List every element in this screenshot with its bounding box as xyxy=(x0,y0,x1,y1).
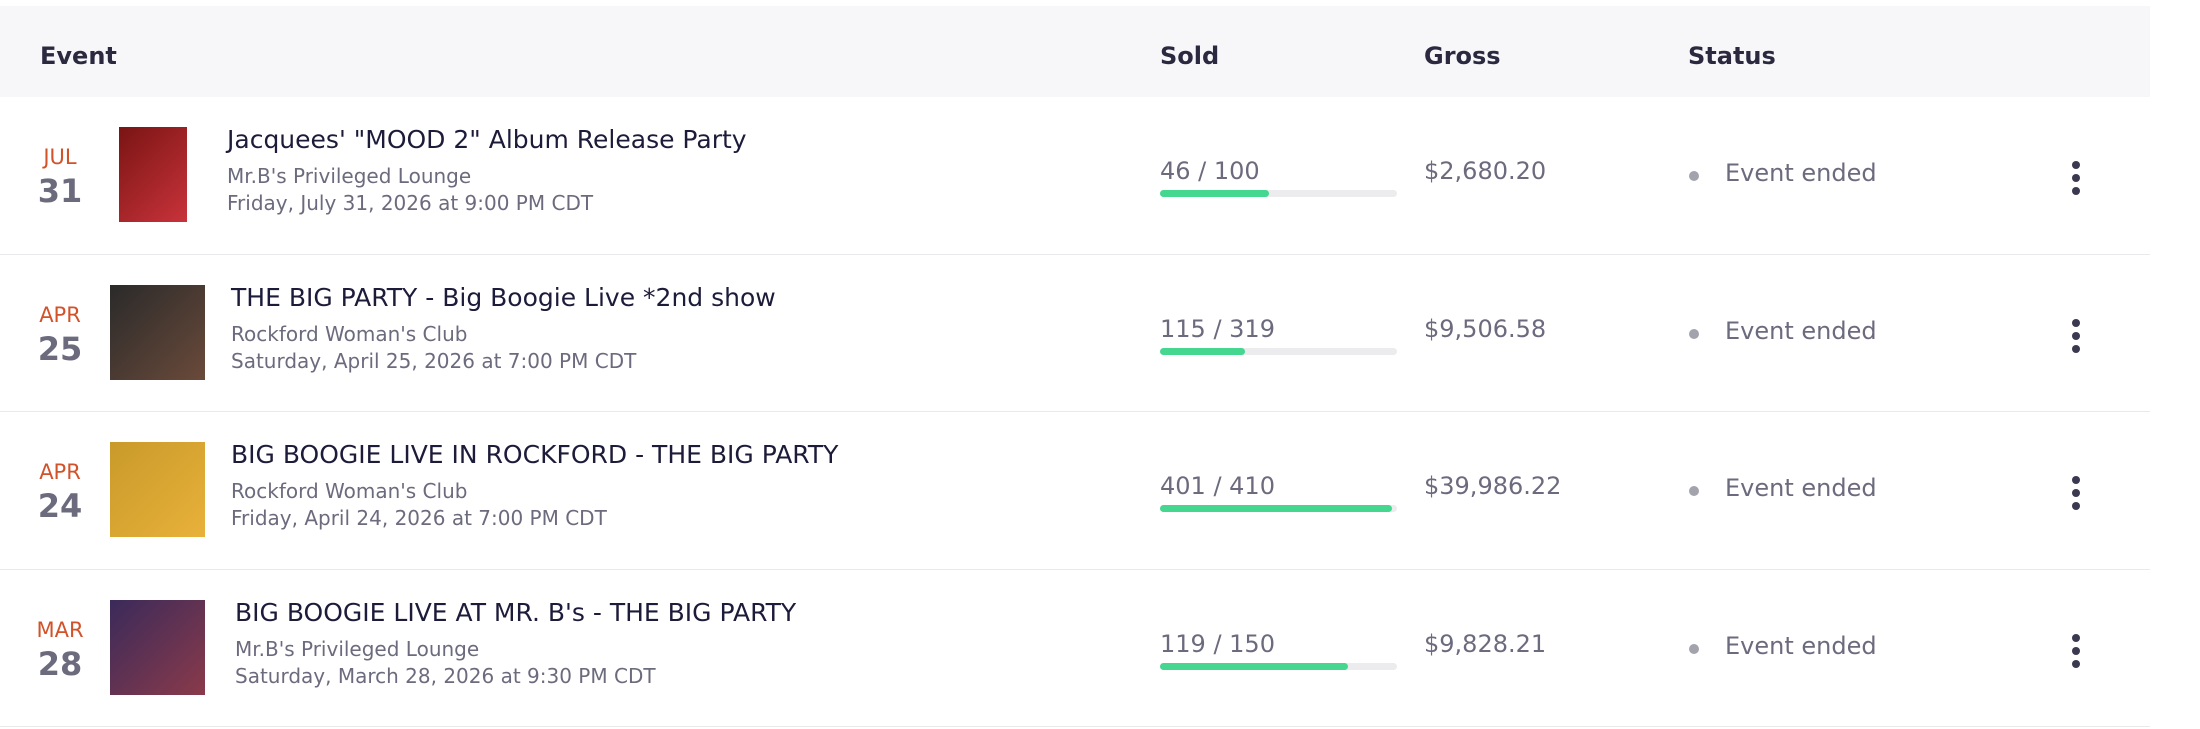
event-datetime: Saturday, April 25, 2026 at 7:00 PM CDT xyxy=(231,348,637,373)
header-sold: Sold xyxy=(1160,42,1220,70)
more-menu-dot[interactable] xyxy=(2072,476,2080,484)
status: Event ended xyxy=(1725,474,1877,502)
status: Event ended xyxy=(1725,159,1877,187)
event-month: APR xyxy=(39,302,81,327)
more-menu-dot[interactable] xyxy=(2072,187,2080,195)
header-status: Status xyxy=(1688,42,1776,70)
gross: $2,680.20 xyxy=(1424,157,1547,185)
event-venue: Rockford Woman's Club xyxy=(231,479,468,503)
table-header: Event Sold Gross Status xyxy=(0,6,2150,97)
more-menu-dot[interactable] xyxy=(2072,174,2080,182)
more-menu-dot[interactable] xyxy=(2072,489,2080,497)
event-venue: Mr.B's Privileged Lounge xyxy=(227,164,472,188)
header-event: Event xyxy=(40,42,117,70)
event-month: MAR xyxy=(36,617,84,642)
sold-bar-track xyxy=(1160,190,1397,197)
event-title[interactable]: BIG BOOGIE LIVE IN ROCKFORD - THE BIG PA… xyxy=(231,440,839,469)
event-title[interactable]: Jacquees' "MOOD 2" Album Release Party xyxy=(227,125,747,154)
sold-count: 46 / 100 xyxy=(1160,157,1260,185)
more-menu-dot[interactable] xyxy=(2072,502,2080,510)
sold-bar xyxy=(1160,505,1392,512)
event-thumbnail[interactable] xyxy=(110,284,205,380)
row-separator xyxy=(0,726,2150,727)
sold-count: 115 / 319 xyxy=(1160,314,1275,343)
event-title[interactable]: THE BIG PARTY - Big Boogie Live *2nd sho… xyxy=(231,282,776,312)
status: Event ended xyxy=(1725,316,1877,345)
event-venue: Mr.B's Privileged Lounge xyxy=(235,636,480,661)
event-day: 28 xyxy=(37,644,83,683)
gross: $39,986.22 xyxy=(1424,472,1562,500)
sold-bar-track xyxy=(1160,347,1397,355)
event-datetime: Friday, April 24, 2026 at 7:00 PM CDT xyxy=(231,506,607,530)
row-separator xyxy=(0,253,2150,255)
gross: $9,506.58 xyxy=(1424,314,1547,343)
sold-bar xyxy=(1160,347,1246,355)
status-dot xyxy=(1689,643,1699,654)
sold-count: 401 / 410 xyxy=(1160,472,1275,500)
more-menu-dot[interactable] xyxy=(2072,331,2080,340)
event-thumbnail[interactable] xyxy=(110,599,205,695)
event-day: 25 xyxy=(37,329,83,368)
more-menu-dot[interactable] xyxy=(2072,633,2080,642)
status-dot xyxy=(1689,328,1699,339)
more-menu-dot[interactable] xyxy=(2072,646,2080,655)
sold-bar xyxy=(1160,190,1270,197)
row-separator xyxy=(0,411,2150,412)
event-title[interactable]: BIG BOOGIE LIVE AT MR. B's - THE BIG PAR… xyxy=(235,597,797,627)
event-datetime: Saturday, March 28, 2026 at 9:30 PM CDT xyxy=(235,663,656,688)
event-month: JUL xyxy=(43,145,77,169)
more-menu-dot[interactable] xyxy=(2072,318,2080,327)
event-datetime: Friday, July 31, 2026 at 9:00 PM CDT xyxy=(227,191,594,215)
more-menu-dot[interactable] xyxy=(2072,659,2080,668)
event-month: APR xyxy=(39,460,81,484)
event-day: 31 xyxy=(37,172,83,210)
event-day: 24 xyxy=(37,487,83,525)
gross: $9,828.21 xyxy=(1424,629,1547,658)
header-gross: Gross xyxy=(1424,42,1501,70)
status-dot xyxy=(1689,486,1699,496)
event-thumbnail[interactable] xyxy=(110,442,205,537)
more-menu-dot[interactable] xyxy=(2072,344,2080,353)
row-separator xyxy=(0,568,2150,570)
event-thumbnail[interactable] xyxy=(119,127,187,222)
status: Event ended xyxy=(1725,631,1877,660)
event-venue: Rockford Woman's Club xyxy=(231,321,468,346)
more-menu-dot[interactable] xyxy=(2072,161,2080,169)
sold-bar xyxy=(1160,662,1349,670)
status-dot xyxy=(1689,171,1699,181)
sold-count: 119 / 150 xyxy=(1160,629,1275,658)
